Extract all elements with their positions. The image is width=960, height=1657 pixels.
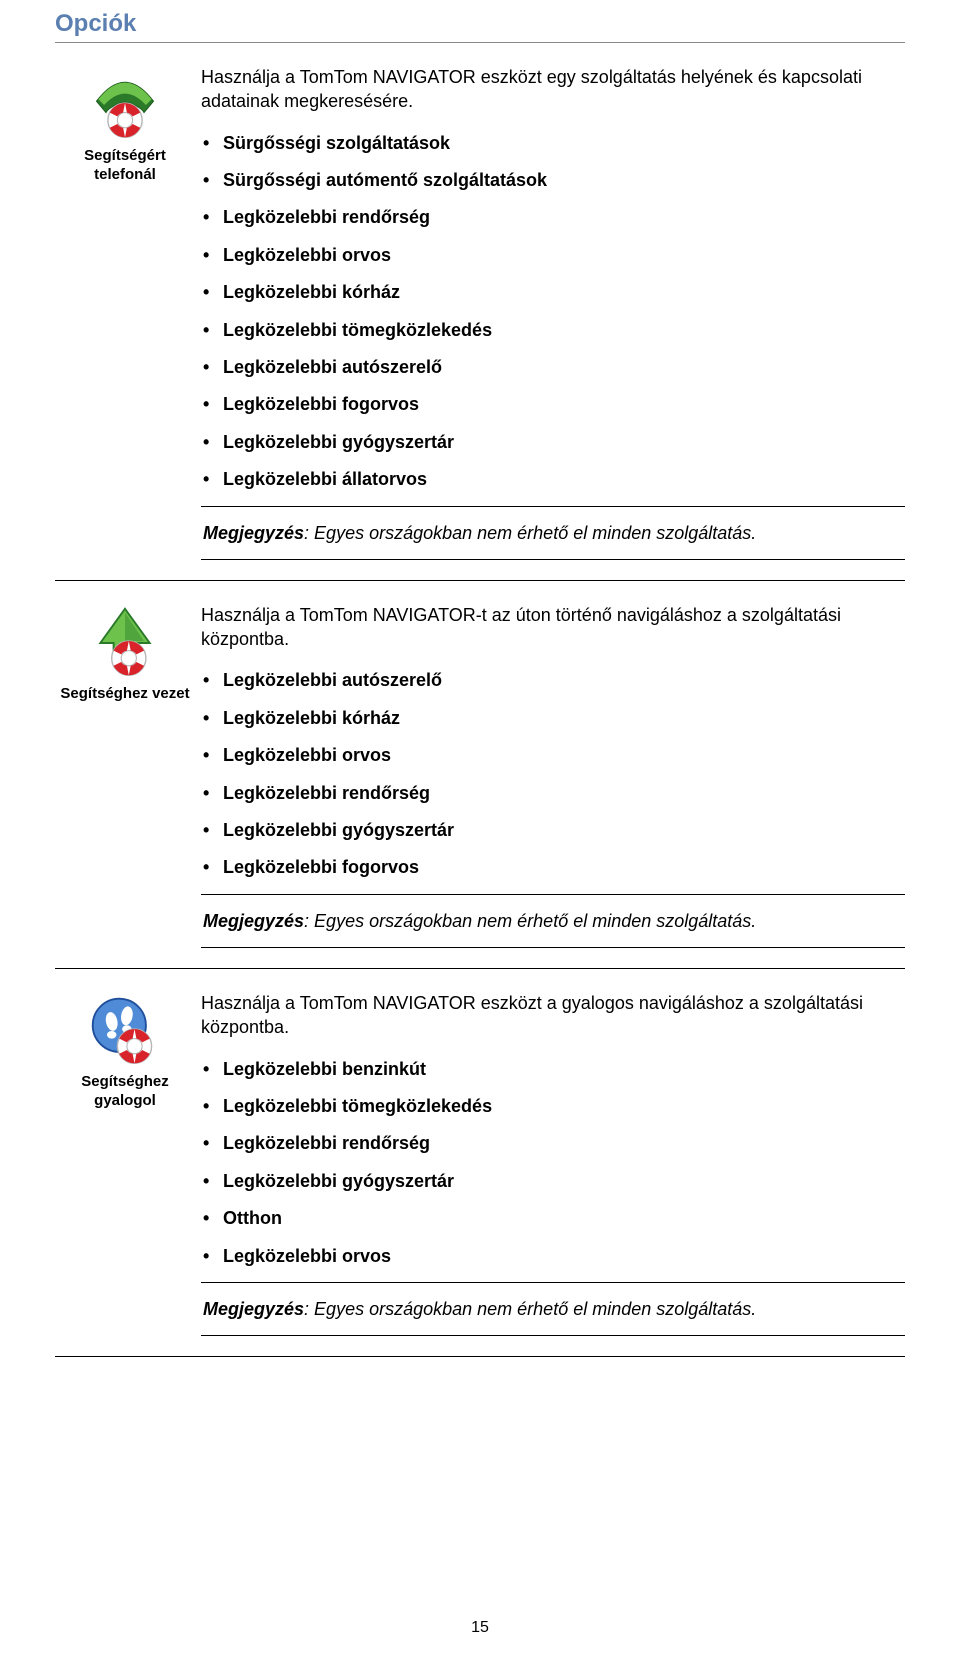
section-divider [55, 580, 905, 581]
list-item: Legközelebbi orvos [223, 1245, 905, 1268]
section-walk-note: Megjegyzés: Egyes országokban nem érhető… [201, 1282, 905, 1336]
note-label: Megjegyzés [203, 523, 304, 543]
section-phone-intro: Használja a TomTom NAVIGATOR eszközt egy… [201, 65, 905, 114]
section-divider [55, 968, 905, 969]
list-item: Legközelebbi fogorvos [223, 393, 905, 416]
section-walk-label: Segítséghez gyalogol [55, 1073, 195, 1111]
section-drive-content: Használja a TomTom NAVIGATOR-t az úton t… [195, 603, 905, 948]
section-walk-bullets: Legközelebbi benzinkút Legközelebbi töme… [201, 1058, 905, 1268]
section-phone-note: Megjegyzés: Egyes országokban nem érhető… [201, 506, 905, 560]
section-walk-left: Segítséghez gyalogol [55, 991, 195, 1111]
section-phone-label: Segítségért telefonál [55, 147, 195, 185]
footprints-lifebuoy-icon [87, 993, 163, 1069]
list-item: Legközelebbi gyógyszertár [223, 1170, 905, 1193]
section-phone-left: Segítségért telefonál [55, 65, 195, 185]
list-item: Legközelebbi orvos [223, 244, 905, 267]
section-phone: Segítségért telefonál Használja a TomTom… [55, 65, 905, 560]
note-text: : Egyes országokban nem érhető el minden… [304, 523, 756, 543]
section-divider [55, 1356, 905, 1357]
section-drive: Segítséghez vezet Használja a TomTom NAV… [55, 603, 905, 948]
phone-lifebuoy-icon [87, 67, 163, 143]
list-item: Legközelebbi autószerelő [223, 356, 905, 379]
note-label: Megjegyzés [203, 1299, 304, 1319]
list-item: Legközelebbi rendőrség [223, 1132, 905, 1155]
note-label: Megjegyzés [203, 911, 304, 931]
section-drive-left: Segítséghez vezet [55, 603, 195, 704]
list-item: Otthon [223, 1207, 905, 1230]
list-item: Legközelebbi tömegközlekedés [223, 1095, 905, 1118]
section-walk: Segítséghez gyalogol Használja a TomTom … [55, 991, 905, 1336]
page-title: Opciók [55, 10, 905, 38]
section-drive-label: Segítséghez vezet [60, 685, 189, 704]
section-phone-bullets: Sürgősségi szolgáltatások Sürgősségi aut… [201, 132, 905, 492]
list-item: Legközelebbi állatorvos [223, 468, 905, 491]
section-walk-intro: Használja a TomTom NAVIGATOR eszközt a g… [201, 991, 905, 1040]
page-number: 15 [0, 1619, 960, 1637]
list-item: Legközelebbi kórház [223, 707, 905, 730]
list-item: Legközelebbi kórház [223, 281, 905, 304]
list-item: Sürgősségi autómentő szolgáltatások [223, 169, 905, 192]
list-item: Legközelebbi rendőrség [223, 782, 905, 805]
list-item: Legközelebbi orvos [223, 744, 905, 767]
list-item: Legközelebbi gyógyszertár [223, 819, 905, 842]
title-divider [55, 42, 905, 43]
note-text: : Egyes országokban nem érhető el minden… [304, 1299, 756, 1319]
section-drive-bullets: Legközelebbi autószerelő Legközelebbi kó… [201, 669, 905, 879]
list-item: Legközelebbi rendőrség [223, 206, 905, 229]
list-item: Legközelebbi fogorvos [223, 856, 905, 879]
list-item: Legközelebbi tömegközlekedés [223, 319, 905, 342]
section-walk-content: Használja a TomTom NAVIGATOR eszközt a g… [195, 991, 905, 1336]
note-text: : Egyes országokban nem érhető el minden… [304, 911, 756, 931]
list-item: Legközelebbi benzinkút [223, 1058, 905, 1081]
list-item: Legközelebbi gyógyszertár [223, 431, 905, 454]
list-item: Legközelebbi autószerelő [223, 669, 905, 692]
section-drive-note: Megjegyzés: Egyes országokban nem érhető… [201, 894, 905, 948]
section-drive-intro: Használja a TomTom NAVIGATOR-t az úton t… [201, 603, 905, 652]
arrow-lifebuoy-icon [87, 605, 163, 681]
list-item: Sürgősségi szolgáltatások [223, 132, 905, 155]
section-phone-content: Használja a TomTom NAVIGATOR eszközt egy… [195, 65, 905, 560]
